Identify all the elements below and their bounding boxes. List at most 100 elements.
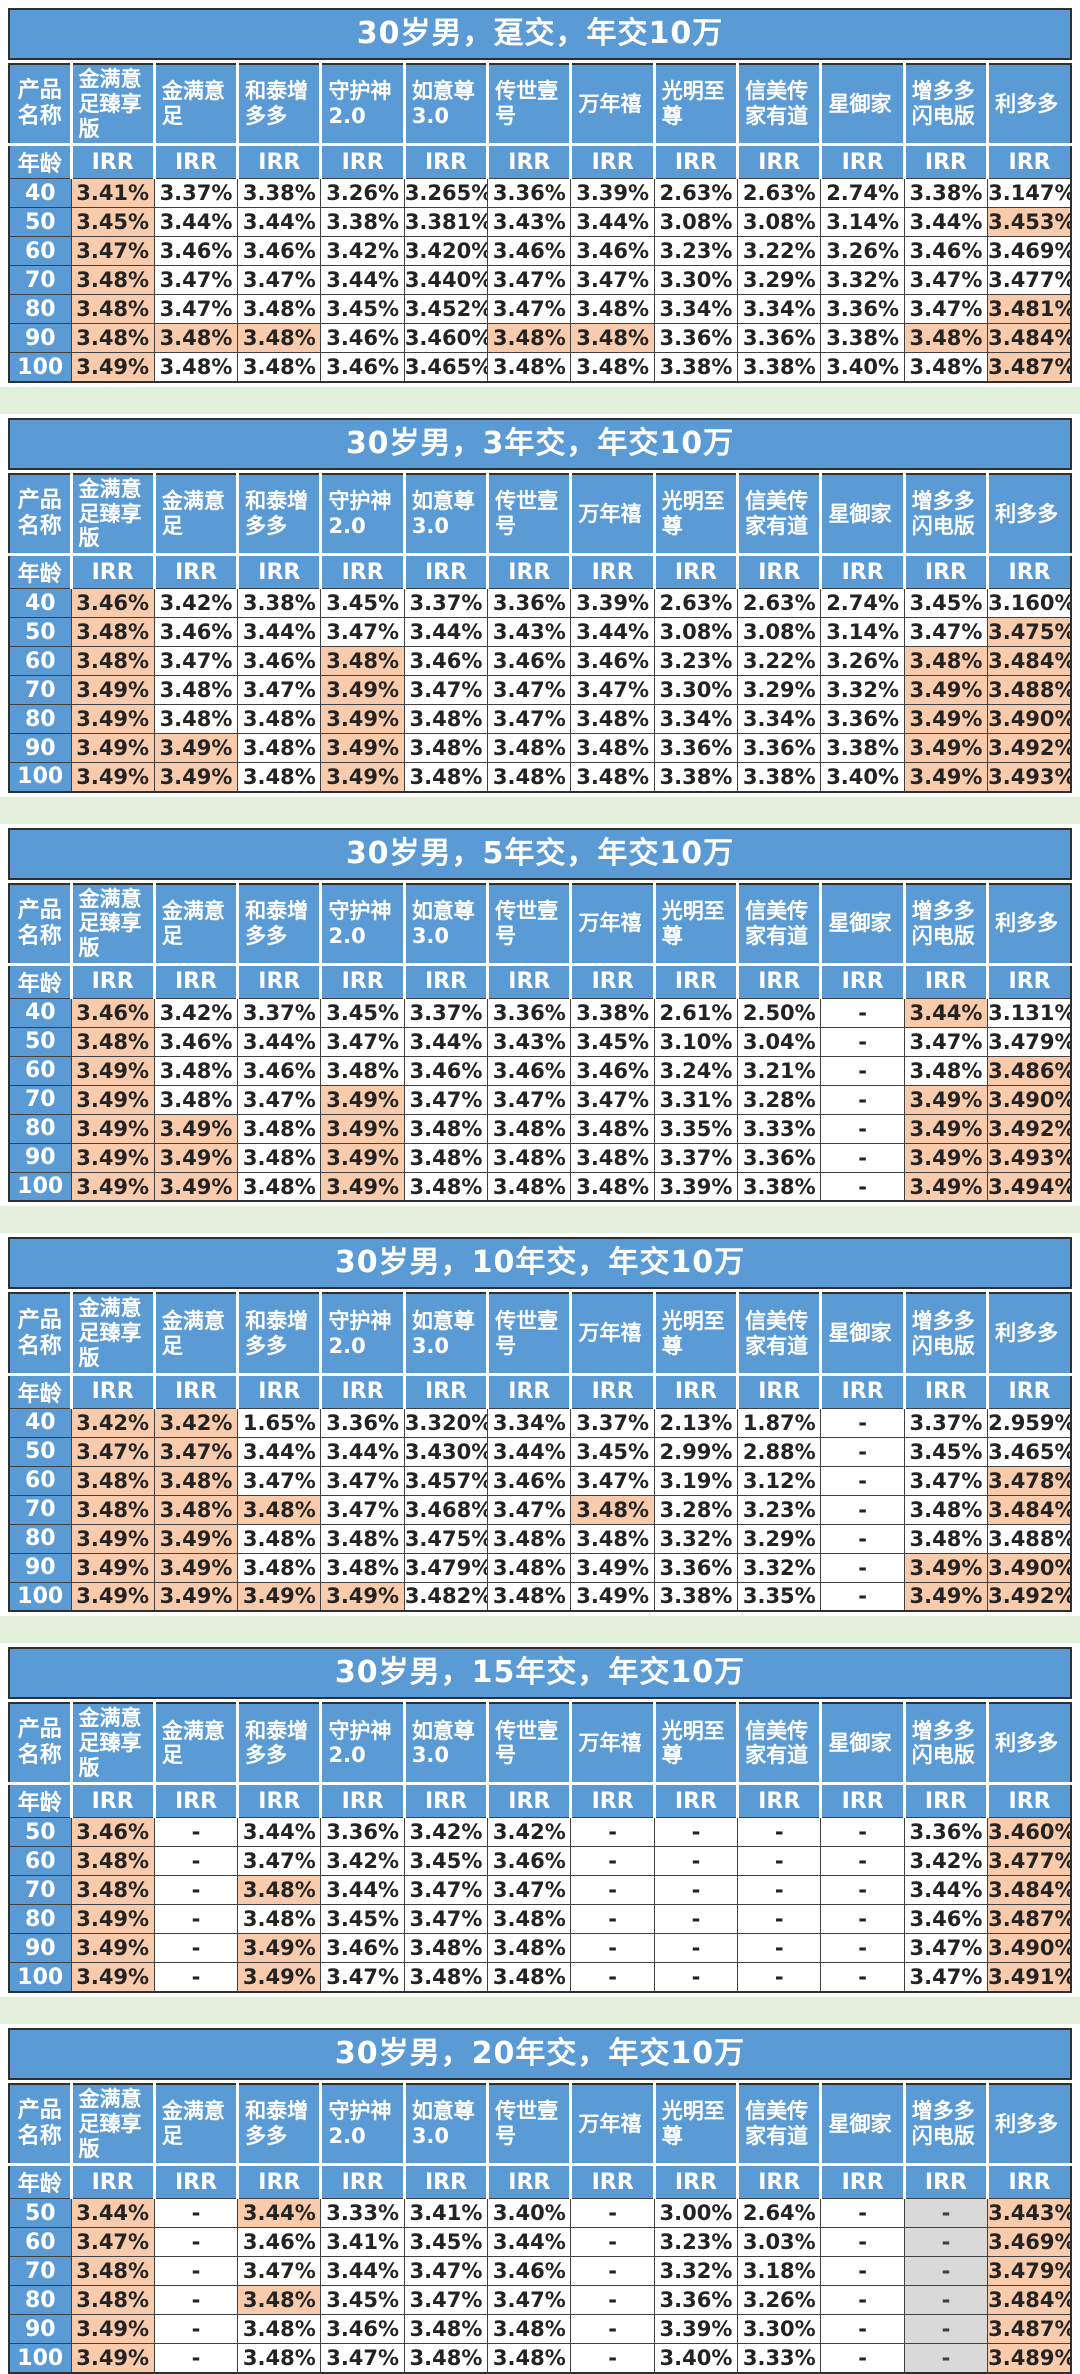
product-header-row: 产品名称 金满意足臻享版 金满意足 和泰增多多 守护神2.0 如意尊3.0 传世壹号 万年禧光… <box>9 883 1071 966</box>
irr-value-cell: 3.46% <box>320 2314 405 2345</box>
irr-value-cell: 3.46% <box>153 1026 239 1057</box>
irr-value-cell: 3.47% <box>903 265 989 296</box>
product-header-cell: 万年禧 <box>569 1293 656 1376</box>
irr-value-cell: 3.49% <box>320 1113 405 1144</box>
irr-value-cell: - <box>820 1407 905 1438</box>
irr-value-cell: 3.14% <box>820 617 905 648</box>
irr-value-cell: 3.48% <box>237 294 322 325</box>
irr-value-cell: 3.48% <box>237 1142 322 1173</box>
irr-value-cell: 3.49% <box>153 1171 239 1202</box>
irr-value-cell: - <box>153 1817 239 1848</box>
irr-value-cell: 3.443% <box>987 2198 1072 2229</box>
divider-band <box>0 1996 1080 2024</box>
irr-value-cell: 3.37% <box>403 588 489 619</box>
irr-value-cell: 3.49% <box>153 762 239 793</box>
irr-table: 产品名称 金满意足臻享版 金满意足 和泰增多多 守护神2.0 如意尊3.0 传世壹号 万年禧光… <box>8 1292 1072 1613</box>
irr-value-cell: 3.479% <box>403 1552 489 1583</box>
irr-value-cell: 3.48% <box>153 1494 239 1525</box>
irr-header-cell: IRR <box>902 2163 990 2200</box>
irr-header-cell: IRR <box>152 2163 240 2200</box>
rate-table-section: 30岁男，3年交，年交10万 产品名称 金满意足臻享版 金满意足 和泰增多多 守护神2.0… <box>8 417 1072 793</box>
irr-value-cell: 3.49% <box>903 1581 989 1612</box>
irr-header-cell: IRR <box>486 1782 573 1819</box>
product-header-cell: 光明至尊 <box>652 1293 740 1376</box>
irr-value-cell: 3.39% <box>570 178 655 209</box>
irr-value-cell: 3.14% <box>820 207 905 238</box>
age-header-cell: 年龄 <box>9 2163 73 2200</box>
irr-value-cell: 3.46% <box>487 2256 572 2287</box>
product-header-cell: 星御家 <box>819 883 906 966</box>
irr-value-cell: 2.64% <box>737 2198 822 2229</box>
irr-value-cell: 3.32% <box>820 265 905 296</box>
irr-value-cell: 3.475% <box>403 1523 489 1554</box>
corner-cell: 产品名称 <box>9 473 73 557</box>
irr-value-cell: 3.48% <box>487 1523 572 1554</box>
irr-value-cell: 3.47% <box>320 1962 405 1993</box>
irr-value-cell: 3.45% <box>403 2227 489 2258</box>
irr-value-cell: - <box>153 1875 239 1906</box>
irr-value-cell: 3.47% <box>903 1933 989 1964</box>
irr-value-cell: 3.44% <box>237 1026 322 1057</box>
irr-value-cell: 3.492% <box>987 1581 1072 1612</box>
irr-header-cell: IRR <box>986 2163 1071 2200</box>
irr-value-cell: 3.48% <box>403 733 489 764</box>
irr-value-cell: 3.47% <box>487 2285 572 2316</box>
irr-value-cell: - <box>653 1875 739 1906</box>
irr-value-cell: - <box>820 2314 905 2345</box>
irr-header-cell: IRR <box>319 962 406 999</box>
product-header-row: 产品名称 金满意足臻享版 金满意足 和泰增多多 守护神2.0 如意尊3.0 传世壹号 万年禧光… <box>9 1293 1071 1376</box>
irr-value-cell: 3.465% <box>403 352 489 383</box>
irr-value-cell: - <box>903 2285 989 2316</box>
divider-band <box>0 386 1080 414</box>
irr-value-cell: 3.49% <box>70 2343 155 2374</box>
irr-value-cell: 3.41% <box>70 178 155 209</box>
age-cell: 100 <box>8 1581 72 1612</box>
product-header-cell: 万年禧 <box>569 64 656 147</box>
irr-value-cell: 3.33% <box>737 2343 822 2374</box>
irr-value-cell: 3.47% <box>487 1875 572 1906</box>
irr-value-cell: - <box>653 1933 739 1964</box>
irr-value-cell: - <box>820 2256 905 2287</box>
irr-value-cell: - <box>653 1817 739 1848</box>
age-cell: 50 <box>8 1436 72 1467</box>
product-header-cell: 万年禧 <box>569 2083 656 2167</box>
irr-value-cell: 3.44% <box>237 207 322 238</box>
product-header-cell: 信美传家有道 <box>736 2083 823 2167</box>
irr-value-cell: 2.74% <box>820 588 905 619</box>
irr-value-cell: 3.48% <box>237 1875 322 1906</box>
table-row: 50 3.46% -3.44% 3.36% 3.42% 3.42% - - - -3.36% 3.4… <box>8 1817 1072 1848</box>
irr-value-cell: - <box>737 1875 822 1906</box>
irr-value-cell: 3.48% <box>153 704 239 735</box>
irr-value-cell: - <box>820 1494 905 1525</box>
product-header-cell: 如意尊3.0 <box>402 64 490 147</box>
irr-value-cell: 3.48% <box>487 1113 572 1144</box>
irr-value-cell: 3.49% <box>903 1171 989 1202</box>
irr-value-cell: 3.47% <box>153 265 239 296</box>
irr-value-cell: 3.48% <box>487 1142 572 1173</box>
irr-header-cell: IRR <box>486 962 573 999</box>
irr-value-cell: - <box>820 1171 905 1202</box>
irr-value-cell: 3.479% <box>987 1026 1072 1057</box>
table-row: 80 3.49% -3.48% 3.45% 3.47% 3.48% - - - -3.46% 3.4… <box>8 1904 1072 1935</box>
product-header-cell: 传世壹号 <box>486 1703 573 1786</box>
table-title: 30岁男，趸交，年交10万 <box>8 8 1072 60</box>
irr-value-cell: 2.74% <box>820 178 905 209</box>
irr-value-cell: 3.49% <box>70 762 155 793</box>
table-row: 90 3.49% 3.49% 3.48% 3.49% 3.48% 3.48% 3.48% 3.3… <box>8 1142 1072 1173</box>
irr-header-cell: IRR <box>236 553 323 590</box>
irr-value-cell: 3.46% <box>153 617 239 648</box>
irr-value-cell: 3.47% <box>487 265 572 296</box>
irr-value-cell: 3.48% <box>320 1523 405 1554</box>
irr-header-row: 年龄 IRR IRR IRR IRR IRR IRR IRR IRR IRR IRR IRR IRR <box>9 962 1071 999</box>
irr-value-cell: 3.49% <box>320 704 405 735</box>
irr-value-cell: 3.48% <box>487 1171 572 1202</box>
irr-header-cell: IRR <box>819 2163 906 2200</box>
irr-header-cell: IRR <box>652 1782 740 1819</box>
age-header-cell: 年龄 <box>9 1782 73 1819</box>
irr-value-cell: 3.479% <box>987 2256 1072 2287</box>
table-row: 60 3.48% -3.47% 3.42% 3.45% 3.46% - - - -3.42% 3.4… <box>8 1846 1072 1877</box>
irr-value-cell: 3.39% <box>570 588 655 619</box>
irr-value-cell: 3.48% <box>487 1933 572 1964</box>
age-cell: 80 <box>8 704 72 735</box>
table-row: 60 3.47% -3.46% 3.41% 3.45% 3.44% -3.23% 3.03% -… <box>8 2227 1072 2258</box>
